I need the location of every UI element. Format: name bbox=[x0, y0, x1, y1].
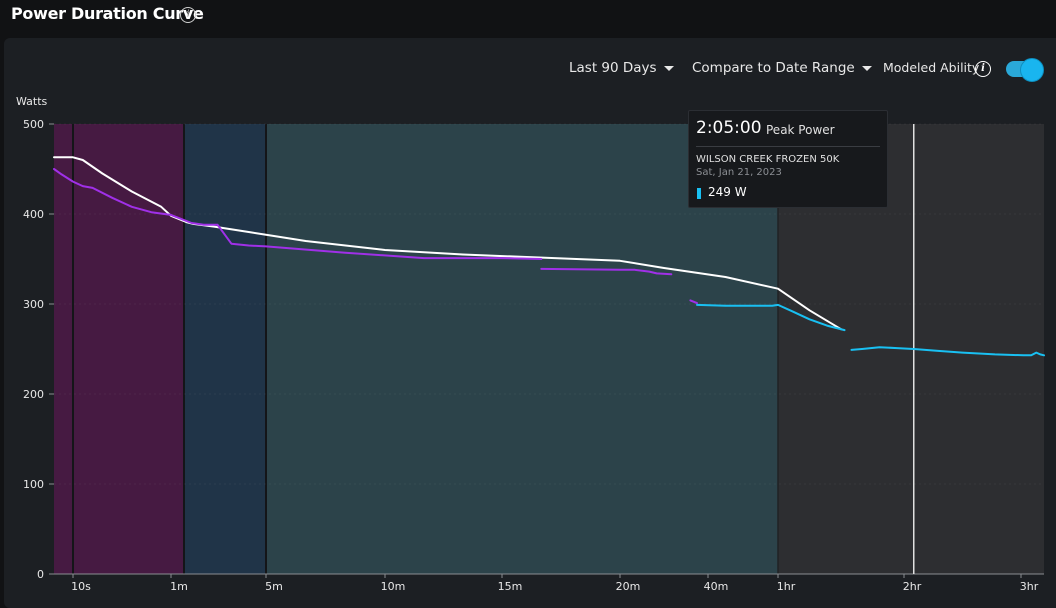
y-tick-label: 300 bbox=[23, 298, 44, 311]
series-line-6[interactable] bbox=[850, 346, 1045, 357]
x-tick-label: 2hr bbox=[903, 580, 922, 593]
tooltip: 2:05:00 Peak Power WILSON CREEK FROZEN 5… bbox=[688, 110, 888, 208]
chevron-down-icon bbox=[663, 65, 674, 71]
x-tick-label: 10s bbox=[71, 580, 91, 593]
x-tick-label: 5m bbox=[265, 580, 283, 593]
x-tick-label: 3hr bbox=[1020, 580, 1039, 593]
x-tick-label: 1m bbox=[170, 580, 188, 593]
series-line-4[interactable] bbox=[689, 299, 698, 305]
tooltip-duration: 2:05:00 bbox=[696, 118, 762, 138]
modeled-ability-label: Modeled Ability bbox=[883, 60, 980, 75]
tooltip-value: 249 W bbox=[708, 185, 747, 199]
y-tick-label: 200 bbox=[23, 388, 44, 401]
compare-range-label: Compare to Date Range bbox=[692, 60, 855, 76]
x-tick-label: 40m bbox=[704, 580, 729, 593]
date-range-label: Last 90 Days bbox=[569, 60, 657, 76]
y-tick-label: 500 bbox=[23, 118, 44, 131]
page-title: Power Duration Curve bbox=[11, 4, 204, 23]
x-tick-label: 1hr bbox=[777, 580, 796, 593]
info-icon[interactable]: i bbox=[975, 61, 991, 77]
x-tick-label: 15m bbox=[498, 580, 523, 593]
y-tick-label: 100 bbox=[23, 478, 44, 491]
series-line-3[interactable] bbox=[540, 267, 673, 276]
y-axis-label: Watts bbox=[16, 95, 48, 108]
series-line-2[interactable] bbox=[53, 168, 543, 260]
date-range-dropdown[interactable]: Last 90 Days bbox=[569, 60, 674, 76]
power-duration-chart[interactable]: 0 100 200 300 400 500 10s 1m 5m 10m 15m 20m 40m 1hr 2h… bbox=[0, 0, 1056, 594]
tooltip-activity: WILSON CREEK FROZEN 50K bbox=[696, 154, 840, 165]
y-tick-label: 400 bbox=[23, 208, 44, 221]
tooltip-type: Peak Power bbox=[766, 123, 835, 137]
series-line-1[interactable] bbox=[53, 156, 842, 331]
info-icon[interactable]: i bbox=[180, 7, 196, 23]
series-line-5[interactable] bbox=[696, 303, 846, 332]
zone-band-1 bbox=[54, 124, 184, 574]
x-tick-label: 20m bbox=[616, 580, 641, 593]
compare-range-dropdown[interactable]: Compare to Date Range bbox=[692, 60, 872, 76]
zone-band-2 bbox=[184, 124, 266, 574]
y-tick-label: 0 bbox=[37, 568, 44, 581]
tooltip-date: Sat, Jan 21, 2023 bbox=[696, 167, 782, 178]
tooltip-series-swatch bbox=[697, 188, 701, 199]
toggle-knob[interactable] bbox=[1020, 58, 1044, 82]
chevron-down-icon bbox=[861, 65, 872, 71]
modeled-ability-toggle[interactable] bbox=[1006, 58, 1044, 82]
tooltip-divider bbox=[696, 146, 880, 147]
x-tick-label: 10m bbox=[381, 580, 406, 593]
